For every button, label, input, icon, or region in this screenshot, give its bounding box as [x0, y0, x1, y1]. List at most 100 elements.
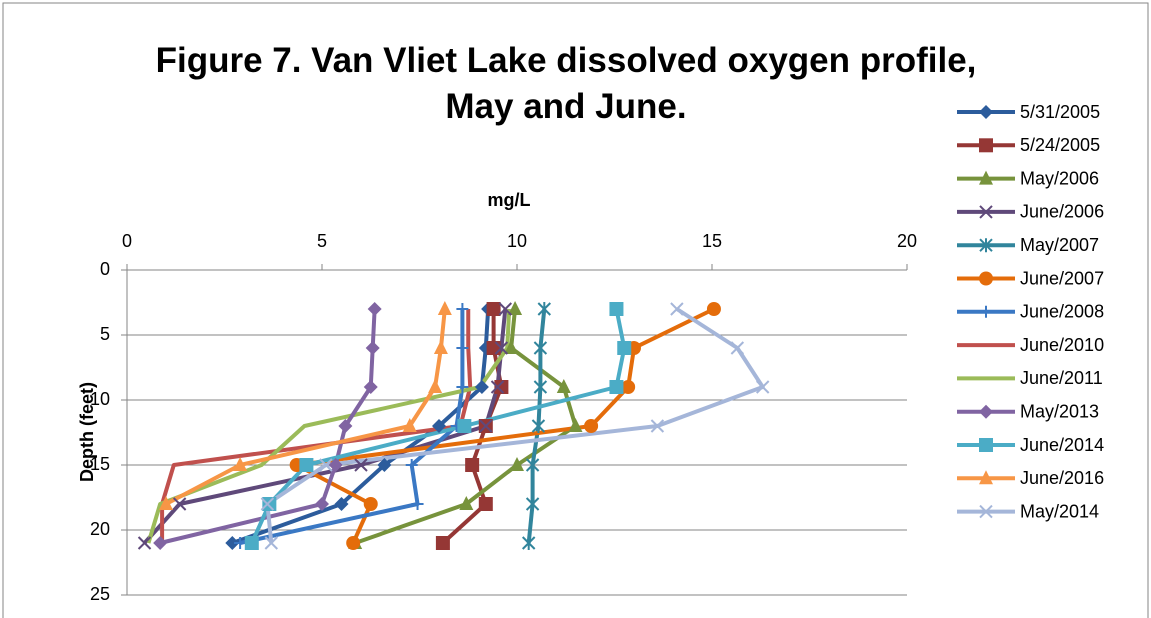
marker — [225, 536, 240, 550]
marker — [979, 504, 993, 519]
x-tick-label: 10 — [507, 231, 527, 251]
marker — [486, 341, 501, 355]
marker — [363, 497, 378, 511]
marker — [456, 342, 469, 354]
legend-label: 5/31/2005 — [1020, 102, 1100, 122]
marker — [730, 341, 745, 355]
x-tick-label: 0 — [122, 231, 132, 251]
legend-label: May/2007 — [1020, 235, 1099, 255]
series-line — [160, 309, 473, 543]
marker — [494, 380, 509, 394]
marker — [346, 536, 361, 550]
marker — [568, 418, 583, 432]
marker — [979, 205, 993, 219]
marker — [334, 497, 349, 511]
marker — [533, 341, 548, 355]
marker — [498, 302, 513, 316]
marker — [456, 303, 469, 315]
marker — [159, 496, 173, 510]
marker — [478, 497, 493, 511]
marker — [979, 271, 993, 286]
marker — [172, 497, 187, 511]
marker — [531, 419, 546, 433]
marker — [486, 302, 501, 316]
x-tick-label: 5 — [317, 231, 327, 251]
marker — [367, 302, 382, 316]
marker — [494, 341, 509, 355]
marker — [234, 537, 247, 549]
y-tick-label: 10 — [90, 389, 110, 409]
marker — [338, 419, 353, 433]
marker — [315, 497, 329, 511]
y-tick-label: 25 — [90, 584, 110, 604]
marker — [459, 496, 474, 510]
marker — [354, 458, 368, 472]
x-tick-label: 20 — [897, 231, 917, 251]
legend-label: May/2014 — [1020, 501, 1099, 521]
legend-label: June/2006 — [1020, 202, 1104, 222]
marker — [755, 380, 770, 394]
y-tick-label: 20 — [90, 519, 110, 539]
legend-label: May/2013 — [1020, 401, 1099, 421]
series-line — [165, 308, 447, 506]
marker — [328, 458, 343, 472]
y-tick-label: 15 — [90, 454, 110, 474]
legend-label: June/2008 — [1020, 302, 1104, 322]
marker — [264, 536, 279, 550]
marker — [621, 380, 636, 394]
y-tick-label: 5 — [100, 324, 110, 344]
marker — [465, 458, 480, 472]
marker — [260, 497, 275, 511]
marker — [979, 438, 993, 452]
marker — [537, 302, 552, 316]
marker — [233, 457, 248, 471]
x-tick-label: 15 — [702, 231, 722, 251]
marker — [411, 498, 424, 510]
marker — [433, 340, 448, 354]
marker — [299, 458, 314, 472]
marker — [617, 341, 632, 355]
marker — [609, 302, 624, 316]
marker — [980, 305, 992, 318]
marker — [319, 458, 333, 472]
marker — [428, 379, 443, 393]
marker — [474, 380, 489, 394]
x-axis-label: mg/L — [488, 190, 531, 210]
y-tick-label: 0 — [100, 259, 110, 279]
marker — [435, 536, 450, 550]
marker — [533, 380, 548, 394]
marker — [490, 380, 505, 394]
marker — [670, 302, 684, 316]
marker — [377, 458, 392, 472]
marker — [525, 497, 540, 511]
marker — [584, 419, 599, 433]
marker — [479, 419, 493, 433]
marker — [525, 458, 540, 472]
marker — [556, 379, 571, 393]
marker — [508, 301, 523, 315]
marker — [979, 138, 993, 153]
legend-label: June/2016 — [1020, 468, 1104, 488]
marker — [137, 536, 152, 550]
marker — [609, 380, 624, 394]
legend-label: June/2007 — [1020, 268, 1104, 288]
marker — [706, 302, 721, 316]
marker — [244, 536, 259, 550]
marker — [365, 341, 380, 355]
marker — [153, 536, 168, 550]
marker — [437, 301, 452, 315]
marker — [650, 419, 665, 433]
legend-label: June/2011 — [1020, 368, 1103, 388]
marker — [402, 418, 417, 432]
chart-title: Figure 7. Van Vliet Lake dissolved oxyge… — [155, 41, 977, 126]
legend-label: June/2014 — [1020, 435, 1104, 455]
marker — [405, 459, 418, 471]
marker — [510, 457, 524, 471]
legend-label: June/2010 — [1020, 335, 1104, 355]
marker — [979, 170, 993, 185]
marker — [456, 381, 469, 393]
marker — [979, 105, 993, 119]
marker — [504, 340, 519, 354]
